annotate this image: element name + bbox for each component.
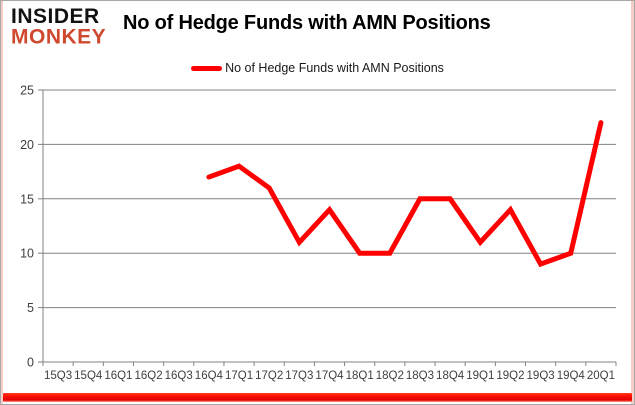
- x-tick-label: 16Q1: [104, 370, 132, 382]
- x-tick-label: 15Q3: [44, 370, 72, 382]
- y-tick-label: 0: [27, 356, 34, 370]
- y-tick-label: 10: [20, 247, 34, 261]
- y-tick-label: 5: [27, 301, 34, 315]
- y-tick-label: 15: [20, 192, 34, 206]
- x-tick-label: 19Q1: [466, 370, 494, 382]
- logo-line1: INSIDER: [11, 4, 100, 29]
- x-tick-label: 18Q3: [406, 370, 434, 382]
- x-tick-label: 18Q1: [346, 370, 374, 382]
- x-tick-label: 17Q1: [225, 370, 253, 382]
- x-tick-label: 20Q1: [587, 370, 615, 382]
- x-tick-label: 18Q2: [376, 370, 404, 382]
- legend-label: No of Hedge Funds with AMN Positions: [225, 61, 444, 75]
- logo-line2: MONKEY: [11, 24, 107, 48]
- x-tick-label: 15Q4: [74, 370, 103, 382]
- insider-monkey-logo: INSIDER MONKEY: [11, 4, 107, 48]
- legend-line-swatch: [191, 65, 223, 71]
- x-tick-label: 17Q3: [285, 370, 313, 382]
- y-tick-label: 25: [20, 84, 34, 98]
- x-tick-label: 19Q3: [527, 370, 555, 382]
- x-tick-label: 16Q3: [165, 370, 193, 382]
- x-tick-label: 17Q4: [315, 370, 344, 382]
- series-line: [206, 120, 604, 268]
- x-tick-label: 19Q4: [557, 370, 586, 382]
- y-tick-label: 20: [20, 138, 34, 152]
- x-tick-label: 17Q2: [255, 370, 283, 382]
- x-tick-label: 18Q4: [436, 370, 465, 382]
- page-title: No of Hedge Funds with AMN Positions: [123, 12, 491, 34]
- x-tick-label: 16Q2: [134, 370, 162, 382]
- x-tick-label: 19Q2: [496, 370, 524, 382]
- legend: No of Hedge Funds with AMN Positions: [1, 60, 634, 76]
- bottom-red-bar: [3, 393, 632, 402]
- x-tick-label: 16Q4: [195, 370, 224, 382]
